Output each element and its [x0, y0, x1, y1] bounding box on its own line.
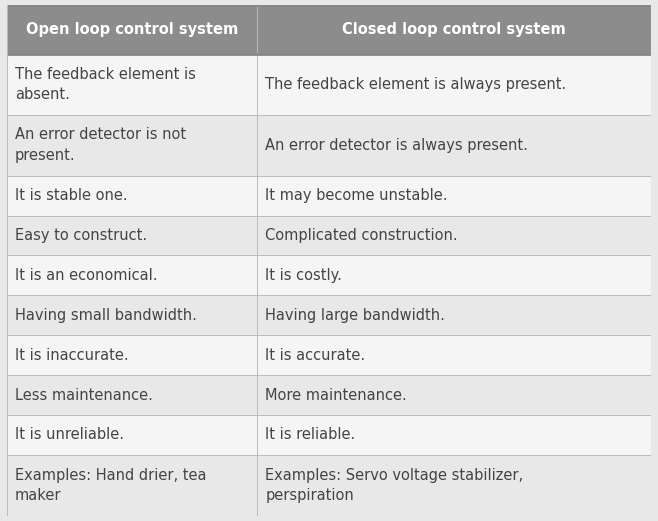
Text: It is stable one.: It is stable one. — [15, 188, 128, 203]
Bar — [7, 375, 257, 415]
Text: It is costly.: It is costly. — [265, 268, 342, 283]
Bar — [7, 176, 257, 216]
Text: The feedback element is
absent.: The feedback element is absent. — [15, 67, 196, 102]
Text: Open loop control system: Open loop control system — [26, 22, 238, 37]
Text: Examples: Hand drier, tea
maker: Examples: Hand drier, tea maker — [15, 468, 207, 503]
Bar — [257, 415, 651, 455]
Text: An error detector is always present.: An error detector is always present. — [265, 138, 528, 153]
Text: It is unreliable.: It is unreliable. — [15, 427, 124, 442]
Text: More maintenance.: More maintenance. — [265, 388, 407, 403]
Text: Easy to construct.: Easy to construct. — [15, 228, 147, 243]
Bar — [257, 54, 651, 115]
Text: It is an economical.: It is an economical. — [15, 268, 157, 283]
Bar — [257, 115, 651, 176]
Bar — [7, 5, 257, 54]
Text: It is inaccurate.: It is inaccurate. — [15, 348, 128, 363]
Bar — [7, 415, 257, 455]
Bar — [7, 216, 257, 255]
Bar — [7, 115, 257, 176]
Bar — [257, 295, 651, 335]
Text: Closed loop control system: Closed loop control system — [342, 22, 566, 37]
Bar — [257, 335, 651, 375]
Bar — [257, 455, 651, 516]
Bar — [257, 255, 651, 295]
Bar — [257, 5, 651, 54]
Text: The feedback element is always present.: The feedback element is always present. — [265, 77, 567, 92]
Bar — [7, 455, 257, 516]
Text: It may become unstable.: It may become unstable. — [265, 188, 447, 203]
Text: It is reliable.: It is reliable. — [265, 427, 355, 442]
Text: An error detector is not
present.: An error detector is not present. — [15, 128, 186, 163]
Text: Complicated construction.: Complicated construction. — [265, 228, 458, 243]
Text: Having small bandwidth.: Having small bandwidth. — [15, 308, 197, 323]
Bar — [7, 335, 257, 375]
Bar — [257, 216, 651, 255]
Text: Having large bandwidth.: Having large bandwidth. — [265, 308, 445, 323]
Text: Examples: Servo voltage stabilizer,
perspiration: Examples: Servo voltage stabilizer, pers… — [265, 468, 523, 503]
Bar — [7, 255, 257, 295]
Bar — [7, 295, 257, 335]
Bar — [7, 54, 257, 115]
Text: It is accurate.: It is accurate. — [265, 348, 365, 363]
Text: Less maintenance.: Less maintenance. — [15, 388, 153, 403]
Bar — [257, 375, 651, 415]
Bar — [257, 176, 651, 216]
